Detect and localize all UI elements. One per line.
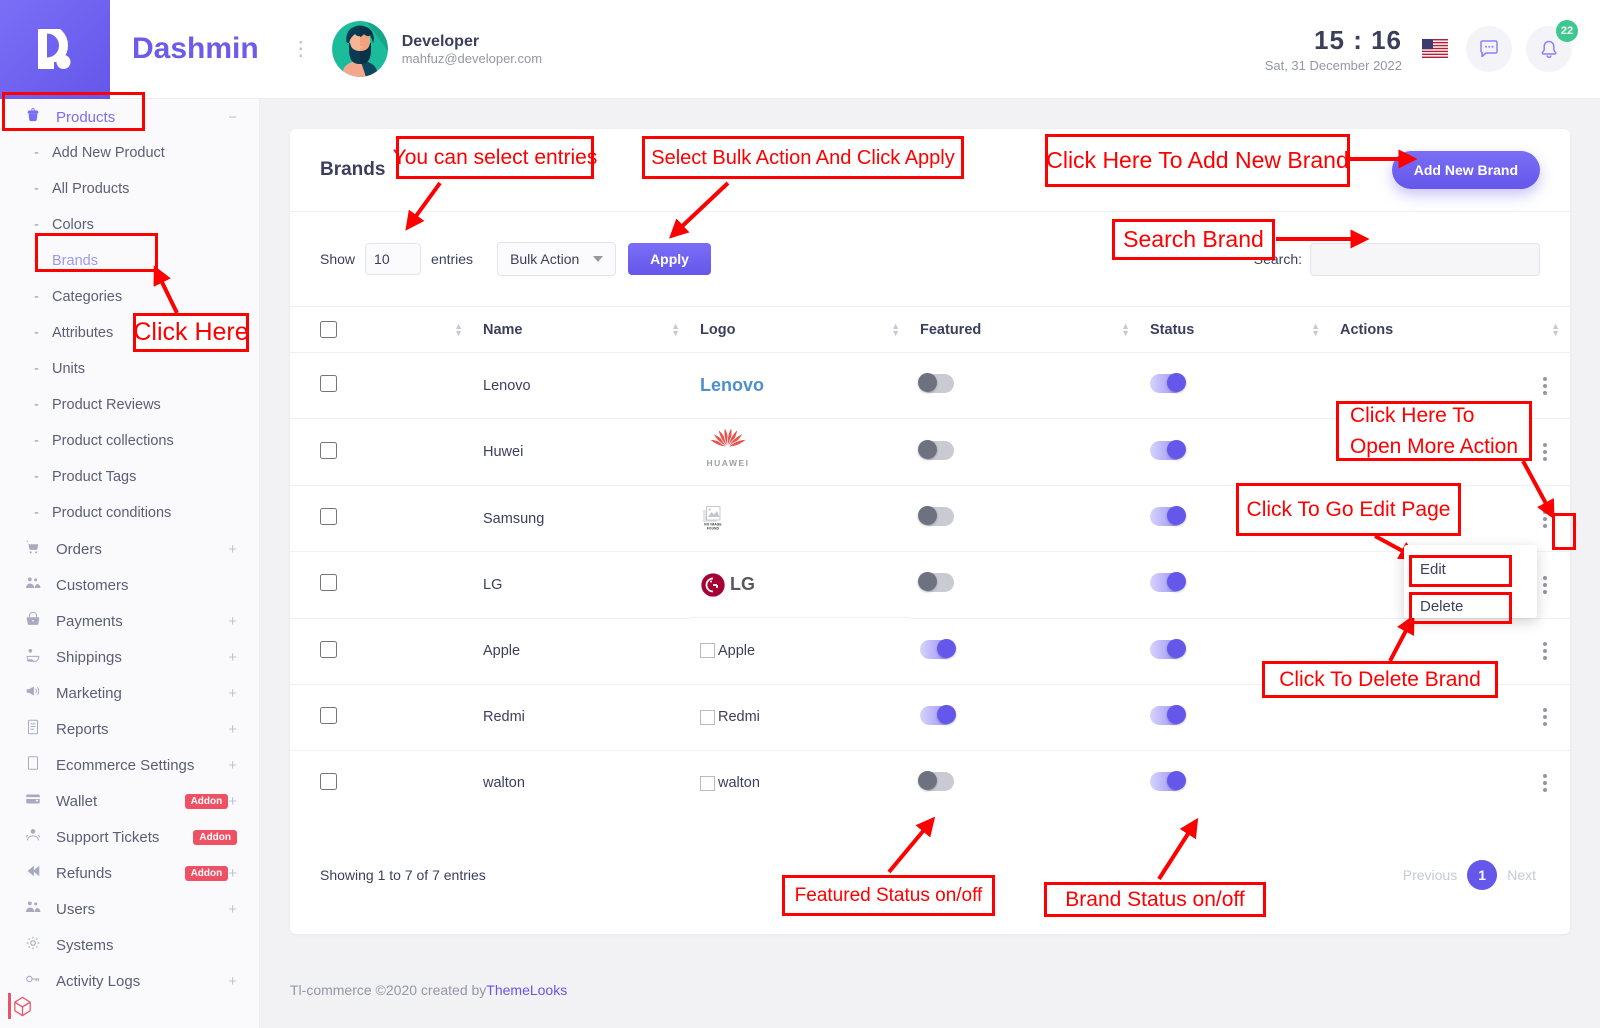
svg-text:HUAWEI: HUAWEI bbox=[707, 458, 750, 468]
svg-text:FOUND: FOUND bbox=[707, 526, 720, 530]
svg-text:NO IMAGE: NO IMAGE bbox=[704, 522, 721, 526]
